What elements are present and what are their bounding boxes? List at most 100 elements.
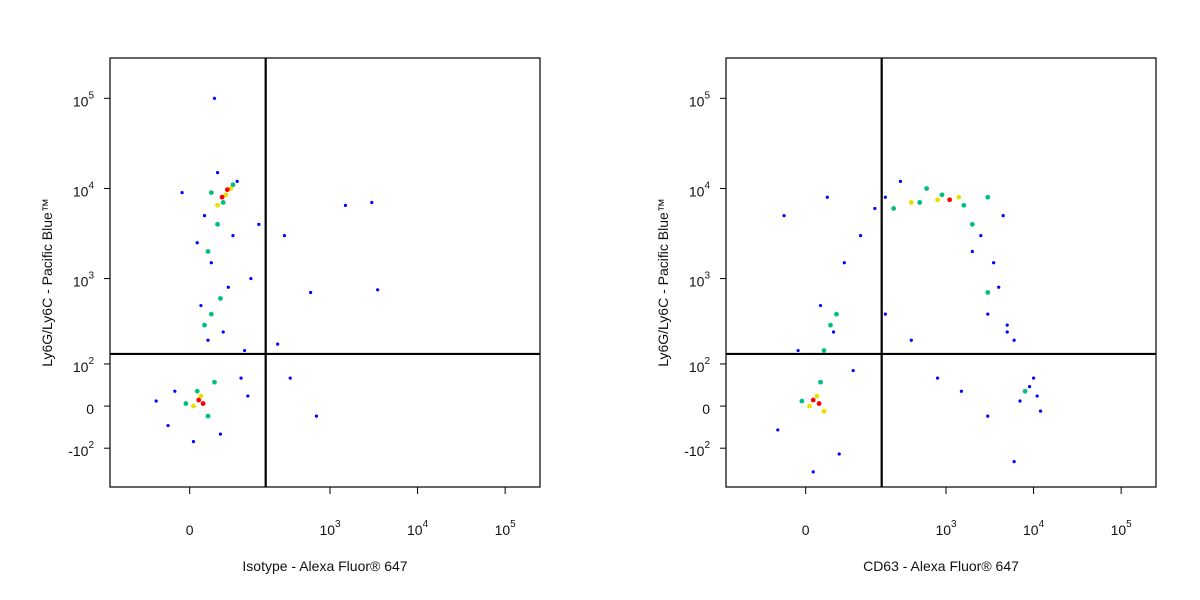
y-tick-label: 102 (73, 356, 95, 375)
event-dot (799, 398, 805, 404)
event-dot (202, 322, 207, 328)
plot-frame (725, 57, 1157, 488)
event-dot (939, 192, 945, 198)
event-dot (842, 261, 846, 265)
event-dot (191, 403, 196, 409)
event-dot (257, 222, 261, 226)
panel: -102 0 102 103 104 105 0 103 104 105 CD63 - Alexa … (655, 57, 1157, 574)
event-dot (1027, 384, 1032, 389)
event-dot (818, 303, 823, 308)
event-dot (180, 191, 184, 195)
event-dot (956, 194, 962, 200)
event-dot (851, 368, 855, 373)
event-dot (235, 179, 239, 183)
event-dot (212, 96, 217, 100)
event-dot (242, 348, 247, 353)
event-dot (202, 214, 207, 218)
x-tick-label: 105 (1111, 519, 1133, 538)
event-dot (191, 439, 196, 444)
y-tick-label: -102 (684, 440, 710, 459)
event-dot (924, 186, 930, 191)
event-dot (837, 452, 841, 456)
event-dot (1031, 376, 1036, 380)
event-dot (218, 296, 223, 301)
event-dot (194, 388, 200, 394)
event-dot (199, 303, 203, 308)
event-dot (223, 192, 229, 198)
x-axis-label: Isotype - Alexa Fluor® 647 (242, 558, 407, 574)
event-dot (208, 311, 214, 317)
event-dot (196, 397, 202, 403)
event-dot (858, 234, 863, 238)
event-dot (909, 338, 913, 342)
event-dot (309, 290, 313, 295)
event-dot (986, 414, 990, 418)
y-tick-label: 104 (73, 180, 95, 199)
event-dot (828, 322, 833, 328)
event-dot (961, 202, 967, 208)
y-tick-label: 0 (86, 401, 94, 417)
event-dot (215, 171, 220, 175)
event-dot (173, 389, 177, 393)
event-dot (1005, 330, 1009, 334)
x-tick-label: 104 (407, 519, 429, 538)
y-tick-label: 105 (689, 90, 711, 109)
y-tick-label: 103 (73, 270, 95, 289)
event-dot (205, 249, 211, 254)
x-tick-label: 103 (935, 519, 957, 538)
event-dot (239, 376, 243, 380)
panel: -102 0 102 103 104 105 0 103 104 105 Isotype - Ale… (39, 57, 541, 574)
event-dot (776, 428, 780, 432)
event-dot (992, 261, 996, 265)
event-dot (873, 206, 877, 211)
event-dot (1012, 338, 1016, 342)
event-dot (183, 401, 189, 406)
x-axis-label: CD63 - Alexa Fluor® 647 (863, 558, 1019, 574)
event-dot (1001, 214, 1005, 218)
event-dot (1012, 459, 1016, 464)
event-dot (883, 195, 887, 199)
event-dot (276, 342, 280, 346)
event-dot (997, 285, 1001, 289)
event-dot (834, 311, 839, 317)
event-dot (891, 206, 897, 211)
event-dot (814, 393, 820, 399)
x-tick-label: 103 (319, 519, 341, 538)
event-dot (220, 200, 226, 205)
event-dot (246, 394, 250, 398)
event-dot (908, 200, 914, 205)
event-dot (1035, 394, 1039, 398)
y-axis-label: Ly6G/Ly6C - Pacific Blue™ (655, 198, 671, 367)
event-dot (818, 379, 823, 385)
event-dot (230, 182, 236, 188)
event-dot (370, 200, 374, 205)
event-dot (959, 389, 964, 393)
event-dot (970, 249, 974, 254)
event-dot (821, 408, 827, 414)
event-dot (154, 399, 158, 403)
y-tick-label: 104 (689, 180, 711, 199)
event-dot (200, 401, 206, 406)
event-dot (282, 234, 287, 238)
event-dot (198, 393, 204, 399)
event-dot (947, 197, 953, 203)
event-dot (810, 397, 816, 403)
event-dot (811, 470, 815, 474)
event-dot (1005, 323, 1009, 327)
event-dot (288, 376, 292, 380)
x-tick-label: 0 (802, 522, 810, 538)
event-dot (935, 376, 940, 380)
y-tick-label: -102 (68, 440, 94, 459)
event-dot (986, 312, 990, 316)
event-dot (224, 187, 230, 193)
event-dot (215, 202, 220, 208)
event-dot (807, 403, 812, 409)
event-dot (231, 234, 235, 238)
event-dot (782, 214, 786, 218)
event-dot (314, 414, 319, 418)
event-dot (1022, 388, 1028, 394)
event-dot (821, 348, 827, 353)
x-tick-label: 104 (1023, 519, 1045, 538)
event-dot (883, 312, 887, 316)
plot-frame (109, 57, 541, 488)
